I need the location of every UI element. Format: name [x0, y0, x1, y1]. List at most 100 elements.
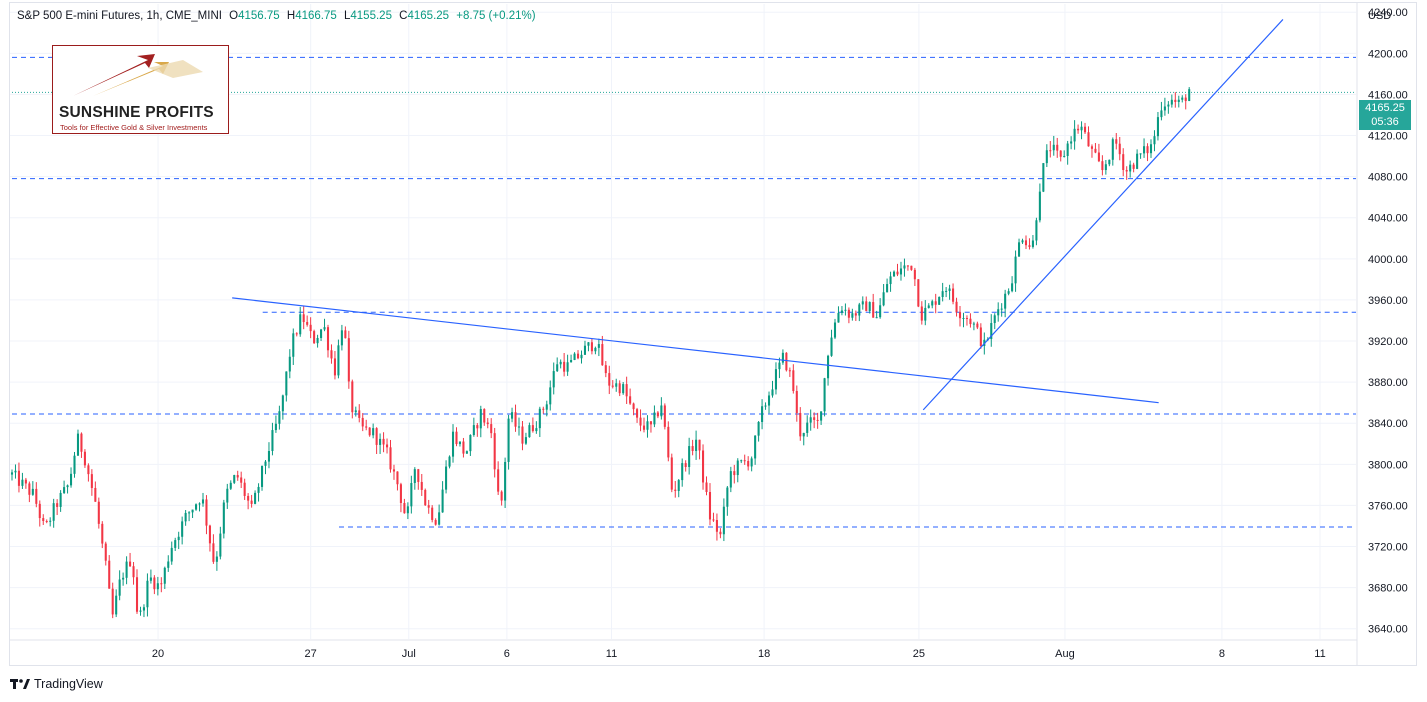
candle-body [226, 488, 229, 503]
candle-body [49, 520, 52, 522]
close-label: C [399, 10, 408, 22]
candle-body [889, 276, 892, 285]
candle-body [1045, 150, 1048, 164]
time-tick-label: 18 [758, 648, 770, 660]
candle-body [1149, 144, 1153, 154]
candle-body [549, 387, 552, 405]
time-tick-label: 6 [504, 648, 510, 660]
tradingview-attribution[interactable]: TradingView [10, 677, 103, 691]
symbol-title[interactable]: S&P 500 E-mini Futures, 1h, CME_MINI [17, 10, 222, 22]
candle-body [76, 433, 80, 456]
candle-body [945, 290, 948, 292]
candle-body [469, 434, 472, 452]
price-axis[interactable]: 4240.00 4200.00 4160.00 4120.00 4080.00 4040.… [1368, 7, 1408, 636]
candle-body [521, 426, 524, 444]
candle-body [1136, 153, 1139, 169]
candle-body [712, 519, 715, 521]
candle-body [827, 355, 830, 379]
candle-body [118, 579, 121, 596]
candle-body [896, 271, 899, 275]
candle-body [441, 489, 444, 513]
time-axis[interactable]: 20 27 Jul 6 11 18 25 Aug 8 11 [152, 648, 1326, 660]
currency-label[interactable]: USD [1368, 10, 1392, 22]
candle-body [952, 288, 955, 302]
candle-body [392, 469, 396, 472]
candle-body [281, 395, 284, 412]
logo-arrows-icon [73, 54, 203, 96]
candle-body [670, 457, 673, 490]
candle-body [820, 411, 823, 421]
candle-body [56, 503, 59, 507]
candle-body [240, 477, 243, 483]
candle-body [906, 265, 909, 267]
candle-body [42, 518, 45, 522]
candle-body [847, 309, 850, 318]
price-tick-label: 4120.00 [1368, 131, 1408, 143]
candle-body [73, 455, 76, 474]
candle-body [990, 323, 993, 340]
candle-body [181, 521, 184, 537]
candle-body [705, 482, 708, 492]
last-price-value: 4165.25 [1365, 102, 1405, 114]
candle-body [792, 370, 795, 391]
candle-body [83, 451, 86, 466]
candle-body [188, 512, 191, 514]
candle-body [948, 288, 951, 291]
candle-body [754, 435, 757, 459]
candle-body [45, 521, 48, 523]
candle-body [111, 588, 114, 615]
candle-body [733, 471, 736, 476]
candle-body [354, 410, 357, 413]
candle-body [1080, 126, 1083, 131]
tradingview-logo-icon [10, 679, 30, 689]
candle-body [677, 480, 680, 491]
candle-body [795, 390, 798, 413]
candle-body [1024, 240, 1028, 246]
candle-body [379, 438, 382, 445]
candle-body [969, 318, 972, 325]
candle-body [264, 461, 267, 466]
candle-body [785, 352, 788, 371]
candle-body [601, 344, 604, 366]
candle-body [1118, 143, 1121, 155]
candle-body [417, 469, 420, 482]
candle-body [622, 384, 625, 394]
candle-body [778, 362, 781, 370]
candle-body [142, 607, 145, 611]
candle-body [500, 491, 503, 501]
symbol-header: S&P 500 E-mini Futures, 1h, CME_MINI O41… [17, 10, 536, 22]
time-tick-label: 27 [305, 648, 317, 660]
candle-body [552, 371, 555, 388]
candle-body [535, 428, 538, 432]
candle-body [681, 463, 684, 481]
high-label: H [286, 10, 296, 22]
candle-body [292, 333, 295, 357]
candle-body [1163, 106, 1166, 111]
candle-body [719, 531, 722, 535]
candle-body [615, 383, 618, 387]
candle-body [892, 271, 896, 277]
candle-body [764, 405, 767, 407]
candle-body [875, 317, 878, 319]
candle-body [1070, 141, 1073, 144]
time-tick-label: 25 [913, 648, 925, 660]
candle-body [135, 577, 139, 612]
candle-body [1129, 164, 1132, 172]
candle-body [736, 460, 739, 476]
candle-body [656, 412, 659, 417]
candle-body [729, 471, 732, 488]
candle-body [160, 583, 163, 585]
candle-body [486, 422, 489, 425]
time-tick-label: 11 [606, 648, 617, 660]
price-tick-label: 3880.00 [1368, 377, 1408, 389]
candle-body [1156, 117, 1159, 137]
candle-body [702, 450, 705, 483]
candle-body [823, 378, 826, 412]
candle-body [868, 302, 871, 311]
time-tick-label: 8 [1219, 648, 1225, 660]
candle-body [806, 422, 809, 433]
candle-body [302, 314, 305, 323]
trendlines [232, 19, 1284, 411]
candle-body [295, 333, 298, 335]
